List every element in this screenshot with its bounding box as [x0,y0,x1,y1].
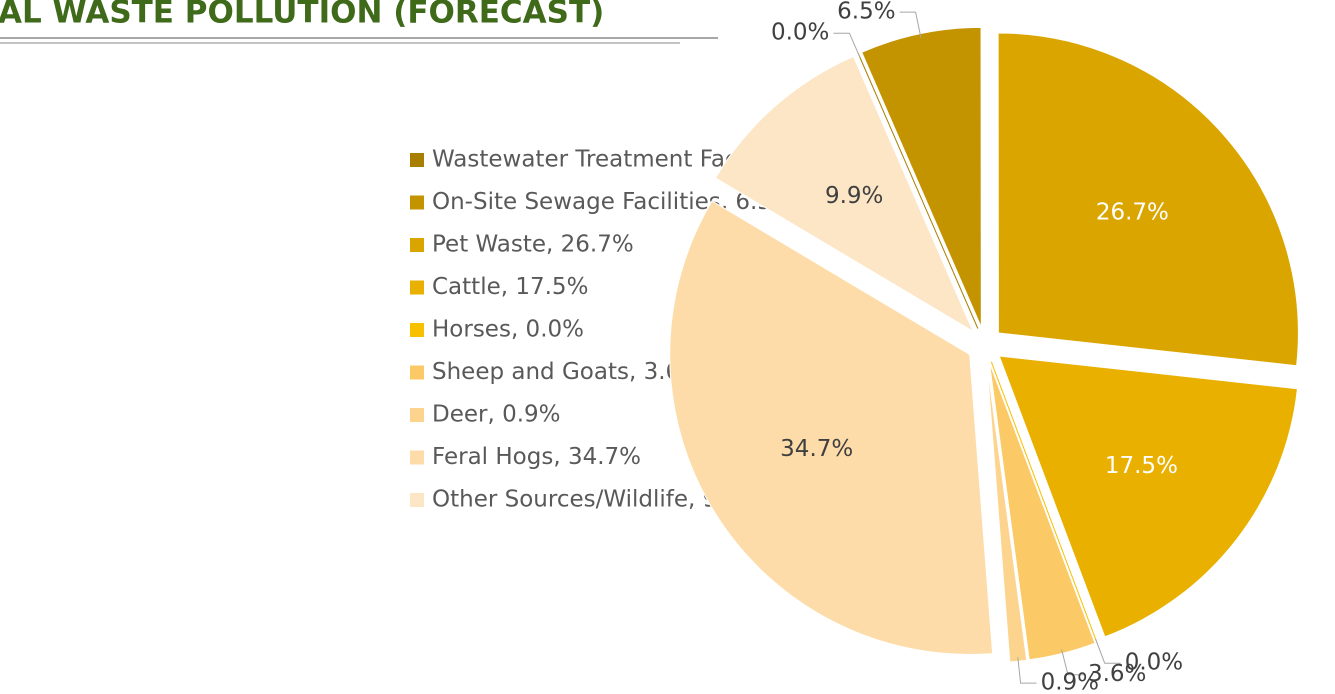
leader-line [833,32,861,58]
legend-swatch [410,195,424,210]
pie-slice [669,200,994,655]
data-label: 34.7% [780,436,853,462]
data-label: 26.7% [1096,199,1169,225]
leader-line [1095,638,1121,664]
leader-line [899,11,922,38]
legend-label: Deer, 0.9% [432,402,561,428]
pie-slice [997,32,1299,367]
legend-swatch [410,238,424,252]
pie: 0.0%6.5%26.7%17.5%0.0%3.6%0.9%34.7%9.9% [669,0,1299,694]
legend-label: Cattle, 17.5% [432,274,588,300]
legend-label: Sheep and Goats, 3.6% [432,359,702,385]
pie-slice [714,55,975,333]
legend-swatch [410,323,424,337]
legend-label: Feral Hogs, 34.7% [432,444,641,470]
legend-label: Pet Waste, 26.7% [432,232,634,258]
chart-title: AL WASTE POLLUTION (FORECAST) [0,0,604,31]
data-label: 17.5% [1105,453,1178,479]
leader-line [1017,657,1037,684]
legend-swatch [410,153,424,167]
data-label: 0.0% [1125,650,1183,676]
data-label: 0.9% [1041,670,1099,694]
legend-swatch [410,280,424,295]
legend-swatch [410,450,424,465]
legend-swatch [410,408,424,422]
data-label: 6.5% [837,0,895,25]
data-label: 0.0% [771,20,829,46]
leader-line [1061,649,1084,676]
data-label: 9.9% [825,183,883,209]
legend-label: On-Site Sewage Facilities, 6.5% [432,189,794,215]
pie-slice [990,361,1098,643]
data-label: 3.6% [1088,661,1146,687]
pie-slice [998,355,1298,638]
legend: Wastewater Treatment Facilities, 0.0%On-… [410,147,871,513]
legend-swatch [410,493,424,507]
pie-slice [857,53,979,329]
legend-label: Horses, 0.0% [432,317,584,343]
legend-swatch [410,365,424,380]
